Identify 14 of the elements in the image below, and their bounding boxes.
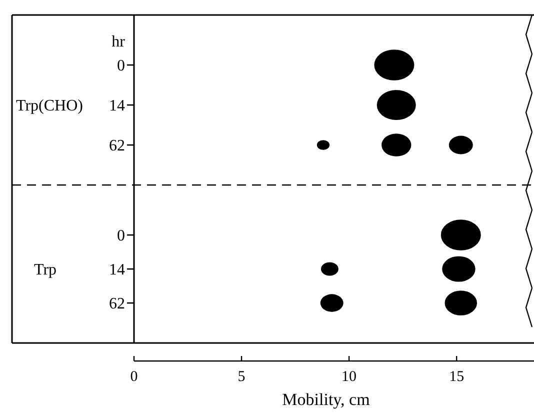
x-tick-label: 5 <box>238 369 246 385</box>
text: hr <box>112 34 126 51</box>
y-tick-label: 62 <box>109 296 125 313</box>
x-tick-label: 0 <box>130 369 138 385</box>
y-tick-label: 14 <box>109 98 125 115</box>
x-tick-label: 15 <box>449 369 464 385</box>
y-axis-title: Trp <box>34 262 57 279</box>
y-tick-label: 0 <box>117 228 125 245</box>
y-tick-label: 62 <box>109 138 125 155</box>
y-tick-label: 0 <box>117 58 125 75</box>
y-axis-title: Trp(CHO) <box>16 98 83 115</box>
x-tick-label: 10 <box>342 369 357 385</box>
y-tick-label: 14 <box>109 262 125 279</box>
x-axis-title: Mobility, cm <box>282 390 370 409</box>
